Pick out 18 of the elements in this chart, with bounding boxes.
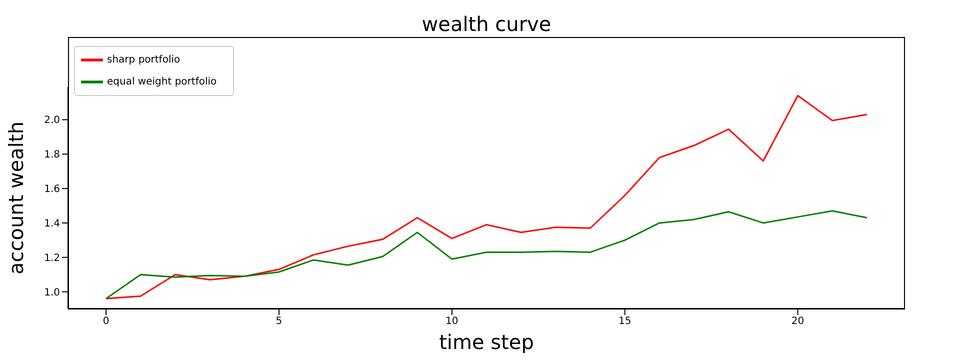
line-series [105,210,868,300]
x-axis-title: time step [439,330,534,354]
y-tick-label: 2.0 [44,115,60,126]
y-tick-label: 1.4 [44,218,60,230]
legend-label: sharp portfolio [107,54,180,66]
x-tick-label: 20 [791,316,804,328]
x-tick-label: 10 [446,316,458,328]
y-axis-title: account wealth [4,121,28,275]
y-tick-label: 1.8 [44,150,60,161]
line-series [105,94,868,300]
x-tick-label: 0 [102,316,110,328]
y-tick-label: 1.0 [44,287,60,298]
y-tick-label: 1.6 [44,184,60,196]
legend-label: equal weight portfolio [107,76,217,88]
y-tick-label: 1.2 [44,252,60,264]
chart-title: wealth curve [420,12,552,36]
x-tick-label: 15 [618,316,632,328]
x-tick-label: 5 [276,316,282,328]
